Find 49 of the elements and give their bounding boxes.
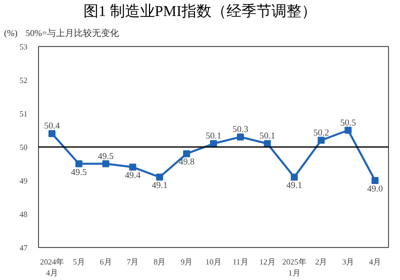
y-tick-label: 53 bbox=[20, 42, 28, 52]
data-label: 50.4 bbox=[44, 120, 60, 131]
y-tick-label: 52 bbox=[20, 76, 28, 85]
x-tick-label: 11月 bbox=[232, 258, 248, 266]
point bbox=[318, 136, 325, 144]
x-tick-label: 3月 bbox=[342, 258, 354, 266]
x-tick-label: 4月 bbox=[369, 258, 382, 266]
y-axis-title: (%) bbox=[4, 28, 18, 38]
x-tick-label: 2025年 1月 bbox=[282, 258, 306, 278]
y-tick-label: 51 bbox=[20, 110, 28, 118]
point bbox=[290, 174, 298, 181]
point bbox=[156, 174, 164, 181]
point bbox=[48, 130, 56, 138]
x-tick-label: 12月 bbox=[259, 258, 276, 266]
y-tick-label: 49 bbox=[20, 176, 28, 186]
x-tick-label: 5月 bbox=[72, 258, 85, 266]
chart-title: 图1 制造业PMI指数（经季节调整） bbox=[82, 2, 318, 22]
x-tick-label: 9月 bbox=[180, 258, 193, 266]
y-tick-label: 47 bbox=[20, 244, 28, 252]
data-label: 49.1 bbox=[286, 180, 302, 190]
data-label: 49.5 bbox=[71, 166, 88, 177]
data-label: 49.0 bbox=[367, 184, 384, 194]
point bbox=[344, 126, 352, 134]
x-tick-label: 2月 bbox=[315, 258, 328, 266]
point bbox=[129, 164, 136, 171]
point bbox=[183, 150, 190, 158]
point bbox=[102, 160, 110, 168]
point bbox=[236, 133, 244, 140]
x-tick-label: 2024年 4月 bbox=[40, 258, 64, 278]
point bbox=[372, 177, 379, 184]
data-label: 49.8 bbox=[178, 156, 195, 167]
data-label: 50.2 bbox=[313, 127, 330, 138]
data-label: 50.5 bbox=[340, 117, 356, 128]
point bbox=[264, 140, 271, 148]
data-label: 49.1 bbox=[152, 180, 168, 190]
data-label: 49.4 bbox=[124, 170, 142, 180]
x-tick-label: 8月 bbox=[154, 258, 166, 266]
text: 50%=与上月比较无变化 bbox=[26, 28, 120, 38]
y-tick-label: 48 bbox=[20, 210, 28, 219]
x-tick-label: 6月 bbox=[100, 258, 112, 266]
data-label: 49.5 bbox=[98, 150, 114, 161]
y-tick-label: 50 bbox=[20, 143, 28, 152]
x-tick-label: 10月 bbox=[206, 258, 222, 266]
point bbox=[75, 160, 82, 168]
point bbox=[210, 140, 217, 148]
x-tick-label: 7月 bbox=[126, 258, 139, 266]
data-label: 50.3 bbox=[232, 124, 249, 134]
data-label: 50.1 bbox=[206, 130, 222, 141]
data-label: 50.1 bbox=[259, 130, 276, 141]
